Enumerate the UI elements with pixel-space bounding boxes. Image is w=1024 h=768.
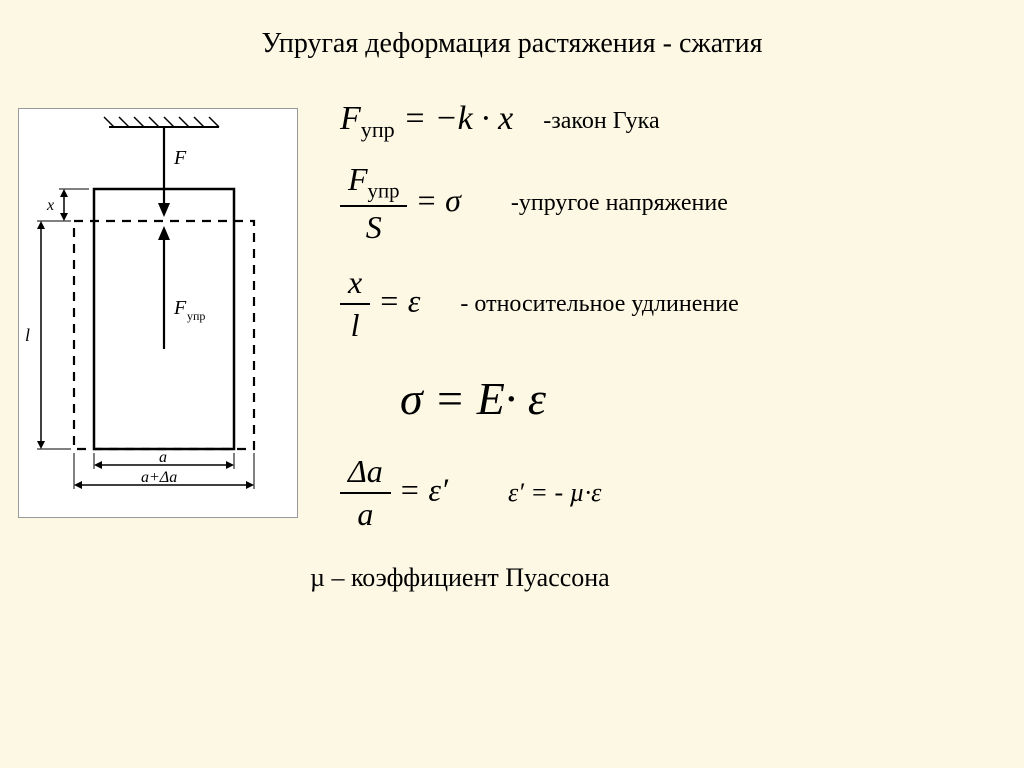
transverse-row: Δa a = ε′ ε′ = - µ·ε	[340, 453, 1000, 533]
force-f-label: F	[173, 147, 187, 169]
stress-formula: Fупр S = σ	[340, 161, 461, 246]
strain-formula: x l = ε	[340, 264, 420, 344]
strain-label: - относительное удлинение	[460, 291, 738, 318]
page-title: Упругая деформация растяжения - сжатия	[0, 0, 1024, 60]
hooke-formula: Fупр = −k · x	[340, 100, 513, 143]
strain-row: x l = ε - относительное удлинение	[340, 264, 1000, 344]
stress-row: Fупр S = σ -упругое напряжение	[340, 161, 1000, 246]
transverse-relation: ε′ = - µ·ε	[508, 478, 601, 508]
x-label: x	[46, 197, 54, 214]
hooke-row: Fупр = −k · x -закон Гука	[340, 100, 1000, 143]
stress-label: -упругое напряжение	[511, 190, 728, 217]
deformation-diagram: F F упр x l a	[18, 108, 298, 518]
main-formula: σ = E· ε	[400, 372, 1000, 425]
svg-text:упр: упр	[187, 309, 205, 323]
poisson-label: µ – коэффициент Пуассона	[310, 563, 1000, 593]
a-delta-label: a+Δa	[141, 469, 177, 486]
force-fupr-label: F	[173, 297, 187, 319]
hooke-label: -закон Гука	[543, 108, 659, 135]
formulas-panel: Fупр = −k · x -закон Гука Fупр S = σ -уп…	[340, 100, 1000, 593]
transverse-formula: Δa a = ε′	[340, 453, 448, 533]
a-label: a	[159, 449, 167, 466]
l-label: l	[25, 325, 30, 345]
